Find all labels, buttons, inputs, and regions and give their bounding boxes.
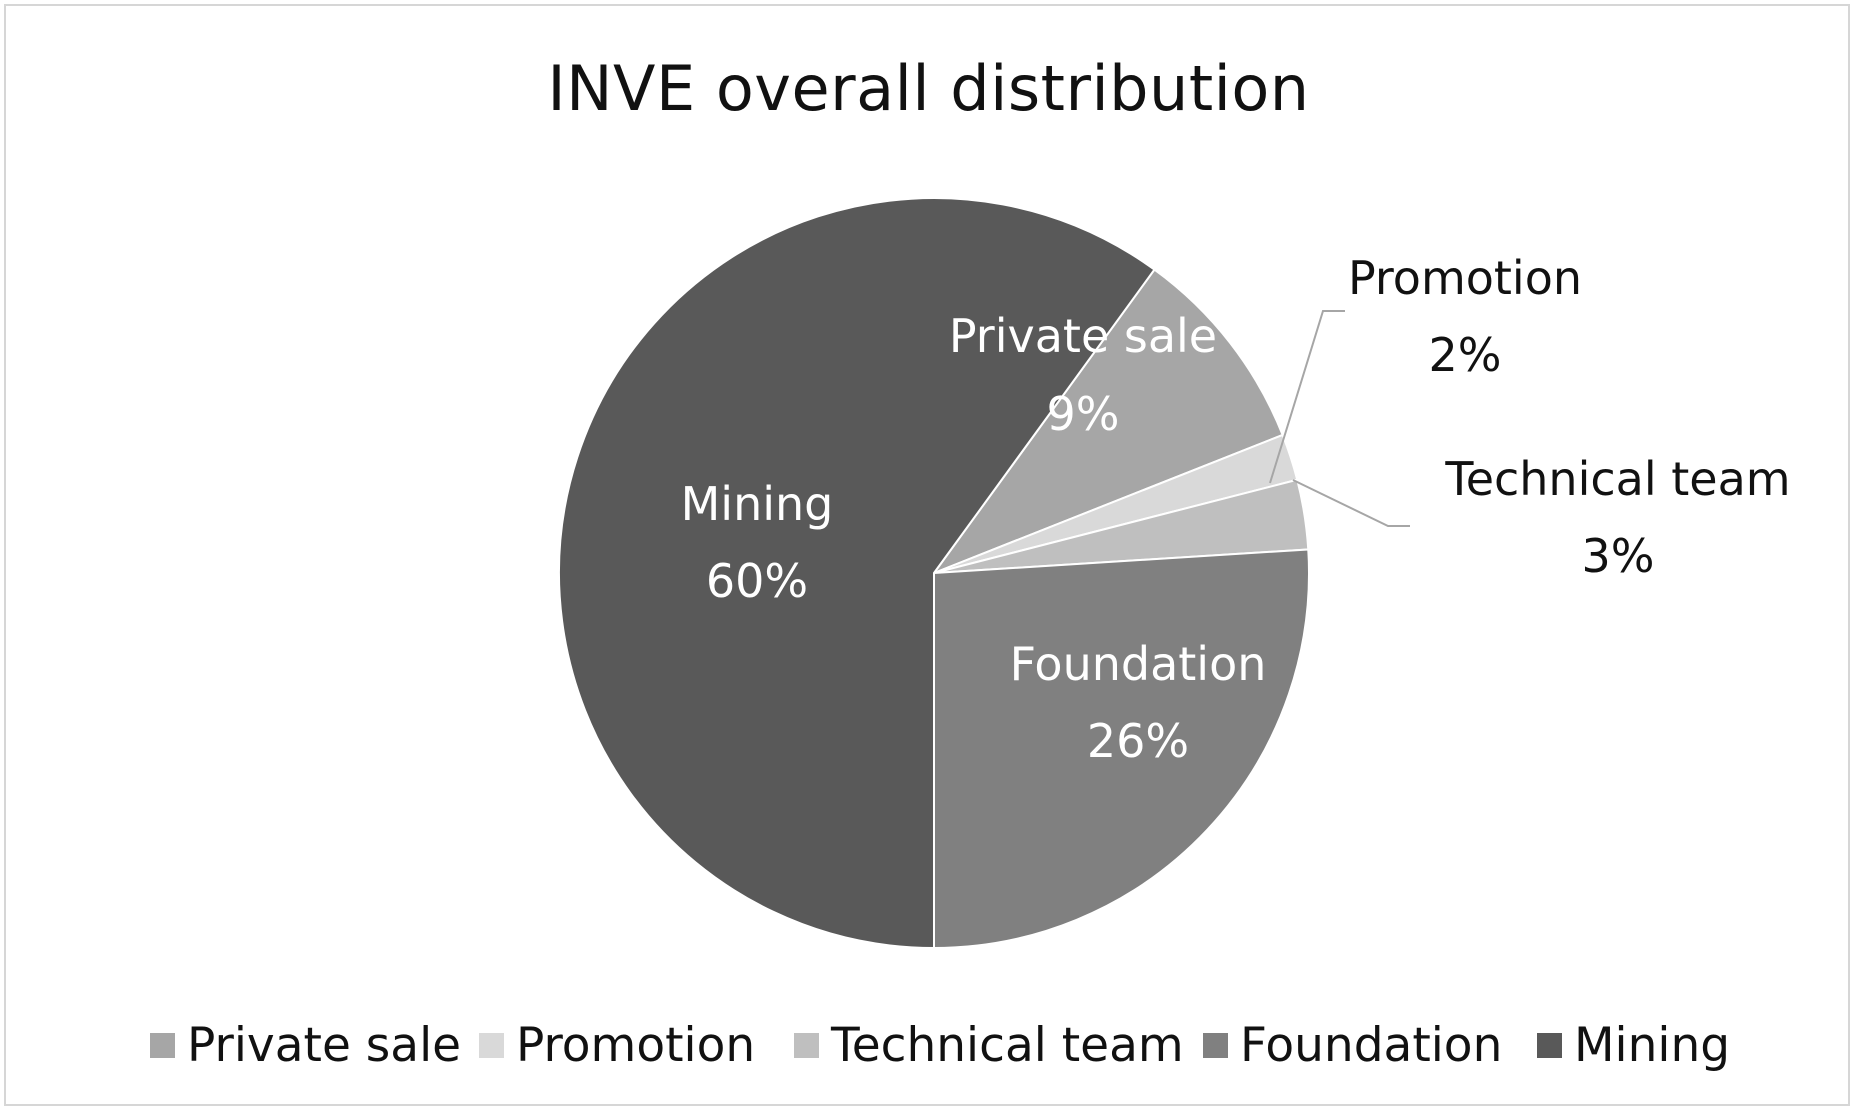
legend-item-mining: Mining — [1537, 1018, 1730, 1073]
legend-label: Technical team — [831, 1018, 1184, 1073]
pie-slice-private-sale — [931, 268, 1284, 576]
slice-labels: Private sale 9% Promotion 2% Technical team 3… — [681, 251, 1791, 768]
legend-swatch — [150, 1033, 175, 1058]
legend-swatch — [1203, 1033, 1228, 1058]
legend-swatch — [794, 1033, 819, 1058]
legend-item-promotion: Promotion — [479, 1018, 755, 1073]
pie-slice-foundation — [933, 548, 1310, 950]
legend-label: Promotion — [516, 1018, 756, 1073]
legend-label: Private sale — [187, 1018, 462, 1073]
slice-percent-technical-team: 3% — [1582, 529, 1655, 583]
legend-item-technical-team: Technical team — [794, 1018, 1184, 1073]
pie-slice-mining — [558, 197, 1156, 950]
slice-percent-promotion: 2% — [1429, 328, 1502, 382]
legend-swatch — [479, 1033, 504, 1058]
leader-line-promotion — [1269, 310, 1345, 484]
slice-percent-foundation: 26% — [1087, 714, 1189, 768]
slice-label-foundation: Foundation — [1010, 637, 1267, 691]
leader-line-technical-team — [1292, 479, 1410, 527]
legend-item-private-sale: Private sale — [150, 1018, 461, 1073]
pie-slices — [558, 197, 1310, 950]
legend: Private sale Promotion Technical team Found… — [0, 1018, 1857, 1078]
legend-item-foundation: Foundation — [1203, 1018, 1502, 1073]
legend-swatch — [1537, 1033, 1562, 1058]
slice-percent-private-sale: 9% — [1047, 387, 1120, 441]
slice-label-promotion: Promotion — [1348, 251, 1582, 305]
slice-label-technical-team: Technical team — [1444, 452, 1790, 506]
slice-label-private-sale: Private sale — [949, 309, 1217, 363]
slice-percent-mining: 60% — [706, 554, 808, 608]
legend-label: Foundation — [1240, 1018, 1503, 1073]
chart-title: INVE overall distribution — [547, 52, 1310, 125]
legend-label: Mining — [1574, 1018, 1731, 1073]
slice-label-mining: Mining — [681, 477, 834, 531]
leader-lines — [1269, 310, 1410, 527]
